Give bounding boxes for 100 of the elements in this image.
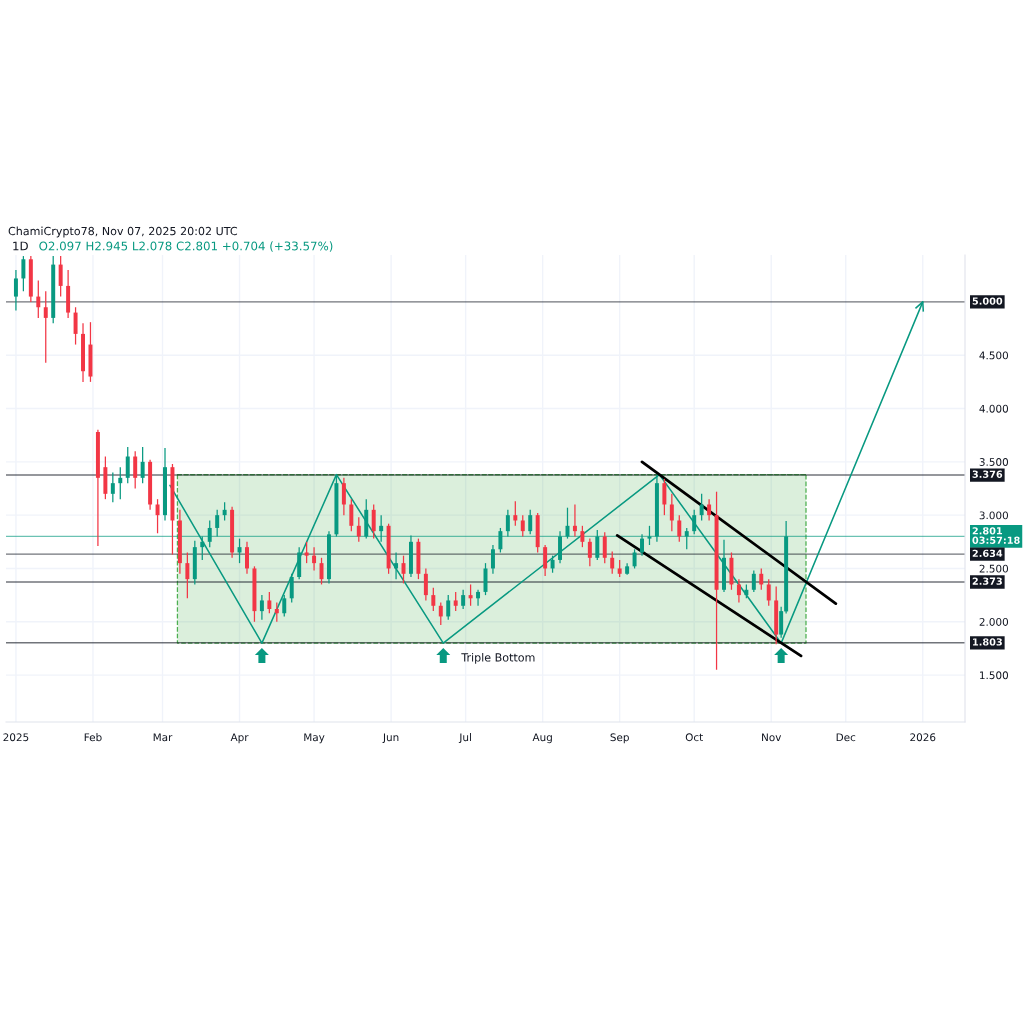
candlestick [602, 531, 607, 564]
ref-line-label: 3.376 [972, 470, 1003, 478]
ref-line-label: 1.803 [973, 638, 1002, 646]
chart-title: 1D [13, 241, 28, 251]
candlestick [304, 541, 309, 564]
candlestick [237, 537, 242, 564]
x-tick-label: Jun [382, 733, 399, 744]
candlestick [543, 544, 548, 577]
candlestick [438, 601, 443, 626]
candlestick [610, 550, 615, 575]
candlestick [110, 471, 115, 503]
ref-line-label: 2.801 03:57:18 [972, 527, 1020, 544]
candlestick [632, 548, 637, 570]
candlestick [640, 533, 645, 557]
candlestick [118, 466, 123, 500]
candlestick [707, 498, 712, 522]
candlestick [259, 594, 264, 621]
candlestick [490, 544, 495, 575]
candlestick [140, 446, 145, 484]
candlestick [692, 509, 697, 535]
candlestick [21, 255, 26, 292]
candlestick [423, 567, 428, 602]
x-tick-label: Jul [458, 733, 471, 744]
candlestick [528, 509, 533, 535]
candlestick [215, 509, 220, 538]
candlestick [759, 567, 764, 591]
x-tick-label: May [304, 733, 325, 744]
candlestick [766, 578, 771, 607]
candlestick [461, 589, 466, 610]
candlestick [289, 573, 294, 604]
candlestick [453, 591, 458, 612]
x-tick-label: 2025 [3, 733, 29, 742]
candlestick [58, 255, 63, 298]
candlestick [401, 555, 406, 585]
candlestick [662, 478, 667, 516]
candlestick [282, 594, 287, 618]
x-tick-label: Nov [762, 733, 782, 742]
x-tick-label: Mar [153, 733, 173, 742]
x-tick-label: Dec [836, 733, 856, 742]
candlestick [379, 514, 384, 543]
candlestick [468, 583, 473, 607]
candlestick [245, 541, 249, 575]
candlestick [155, 498, 160, 534]
candlestick [394, 551, 399, 580]
candlestick [677, 514, 682, 543]
candlestick [349, 498, 354, 532]
candlestick [669, 493, 674, 532]
candlestick [751, 569, 756, 593]
ref-line-label: 2.634 [972, 549, 1003, 557]
x-tick-label: Feb [84, 733, 102, 742]
candlestick [558, 530, 563, 564]
text: ChamiCrypto78, Nov 07, 2025 20:02 UTC [8, 226, 238, 238]
y-tick-label: 1.500 [980, 671, 1009, 680]
candlestick [513, 500, 518, 527]
candlestick [43, 290, 48, 364]
candlestick [446, 594, 451, 621]
candlestick [36, 279, 41, 319]
candlestick [222, 501, 227, 522]
candlestick [476, 589, 481, 607]
x-tick-label: Apr [230, 733, 249, 744]
candlestick [431, 587, 436, 612]
candlestick [779, 606, 784, 639]
y-tick-label: 4.000 [979, 404, 1009, 413]
ref-line-label: 2.373 [972, 577, 1002, 585]
candlestick [185, 551, 190, 599]
candlestick [565, 507, 570, 540]
annotation: Triple Bottom [461, 653, 535, 664]
candlestick [736, 578, 741, 604]
candlestick [371, 503, 376, 540]
candlestick [13, 269, 18, 312]
candlestick [505, 509, 510, 538]
x-tick-label: Aug [532, 733, 552, 744]
x-tick-label: Sep [610, 733, 629, 744]
y-tick-label: 3.000 [979, 511, 1009, 520]
candlestick [520, 514, 525, 538]
candlestick [356, 516, 361, 543]
chart-subtitle: O2.097 H2.945 L2.078 C2.801 +0.704 (+33.57%) [39, 241, 333, 252]
candlestick [274, 601, 279, 623]
candlestick [133, 450, 138, 490]
candlestick [267, 591, 272, 614]
candlestick [572, 503, 577, 538]
candlestick [319, 557, 324, 586]
y-tick-label: 3.500 [979, 458, 1009, 466]
candlestick [207, 519, 212, 548]
x-tick-label: Oct [685, 733, 703, 742]
y-tick-label: 2.500 [979, 564, 1009, 573]
candlestick [684, 527, 689, 550]
candlestick [595, 529, 600, 561]
candlestick [312, 546, 317, 572]
y-tick-label: 2.000 [979, 618, 1009, 626]
candlestick [498, 527, 503, 554]
candlestick [341, 477, 346, 516]
candlestick [580, 525, 585, 548]
candlestick [647, 525, 652, 546]
y-tick-label: 4.500 [979, 351, 1009, 360]
candlestick [200, 535, 205, 561]
candlestick [587, 537, 592, 567]
candlestick [125, 446, 130, 484]
ref-line-label: 5.000 [972, 297, 1003, 305]
x-tick-label: 2026 [910, 733, 936, 742]
